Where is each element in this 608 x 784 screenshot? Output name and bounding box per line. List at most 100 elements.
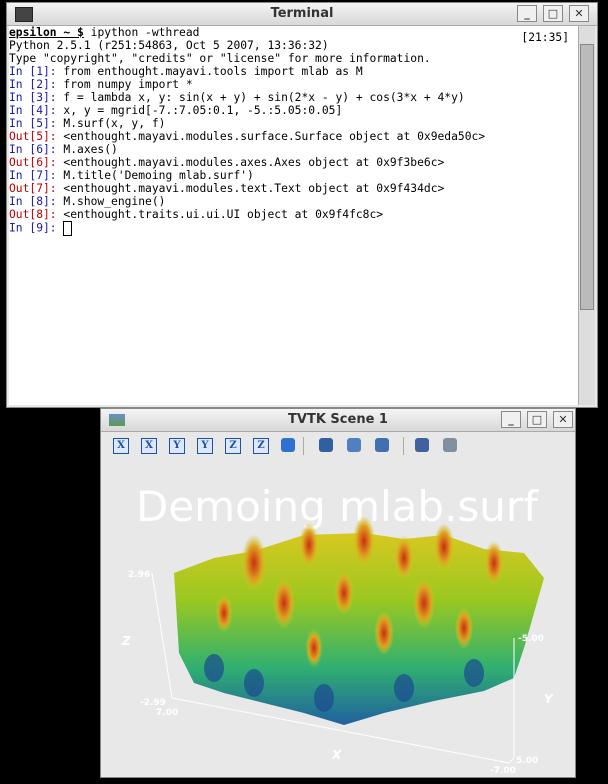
window-title: TVTK Scene 1 [288,412,388,427]
tool-button[interactable] [347,438,361,452]
peak [454,607,474,649]
shell-command: ipython -wthread [90,26,200,39]
terminal-line: In [6]: M.axes() [9,143,579,156]
maximize-button[interactable]: □ [543,5,563,22]
terminal-line: In [1]: from enthought.mayavi.tools impo… [9,65,579,78]
title-bar: Terminal _ □ ✕ [7,3,597,26]
view-button[interactable]: Z [253,438,269,454]
input-prompt: In [2]: [9,78,57,91]
scroll-thumb[interactable] [580,44,594,310]
input-code: f = lambda x, y: sin(x + y) + sin(2*x - … [63,91,465,104]
peak [394,535,414,581]
output-prompt: Out[8]: [9,208,57,221]
x-tick-label: 7.00 [156,708,178,718]
peak [215,593,233,633]
input-code: from enthought.mayavi.tools import mlab … [63,65,363,78]
input-prompt: In [8]: [9,195,57,208]
trough [464,659,484,687]
input-prompt: In [7]: [9,169,57,182]
y-tick-label: 5.00 [516,756,538,766]
surface-peaks [204,515,504,712]
peak [412,577,436,629]
peak [374,610,394,656]
peak [305,628,323,668]
clock: [21:35] [521,31,569,44]
trough [314,684,334,712]
view-button[interactable]: Y [197,438,213,454]
input-prompt: In [1]: [9,65,57,78]
y-tick-label: -5.00 [518,634,544,644]
terminal-line: Out[5]: <enthought.mayavi.modules.surfac… [9,130,579,143]
terminal-line: Python 2.5.1 (r251:54863, Oct 5 2007, 13… [9,39,329,52]
output-text: <enthought.mayavi.modules.axes.Axes obje… [63,156,445,169]
minimize-button[interactable]: _ [517,5,537,22]
input-prompt: In [5]: [9,117,57,130]
tool-button[interactable] [375,438,389,452]
terminal-line: In [3]: f = lambda x, y: sin(x + y) + si… [9,91,579,104]
output-text: <enthought.traits.ui.ui.UI object at 0x9… [63,208,384,221]
peak [352,515,376,567]
terminal-line: Out[7]: <enthought.mayavi.modules.text.T… [9,182,579,195]
peak [484,540,504,586]
trough [204,654,224,682]
terminal-line: In [7]: M.title('Demoing mlab.surf') [9,169,579,182]
separator [303,437,304,455]
z-axis-label: Z [121,634,131,648]
maximize-button[interactable]: □ [527,411,547,428]
terminal-line: In [9]: [9,221,579,236]
input-prompt: In [6]: [9,143,57,156]
input-code: x, y = mgrid[-7.:7.05:0.1, -5.:5.05:0.05… [63,104,343,117]
input-prompt: In [3]: [9,91,57,104]
terminal-window: Terminal _ □ ✕ epsilon ~ $ ipython -wthr… [6,2,598,408]
trough [244,669,264,697]
x-tick-label: -7.00 [490,766,516,775]
output-prompt: Out[6]: [9,156,57,169]
close-button[interactable]: ✕ [569,5,589,22]
output-text: <enthought.mayavi.modules.surface.Surfac… [63,130,486,143]
terminal-line: In [5]: M.surf(x, y, f) [9,117,579,130]
app-icon [15,7,33,22]
terminal-line: Type "copyright", "credits" or "license"… [9,52,431,65]
close-button[interactable]: ✕ [553,411,573,428]
input-code: M.show_engine() [63,195,166,208]
window-title: Terminal [270,6,334,21]
shell-prompt: epsilon ~ $ [9,26,84,39]
output-prompt: Out[5]: [9,130,57,143]
surface [174,533,544,725]
z-tick-label: 2.96 [128,570,150,580]
view-button[interactable]: X [141,438,157,454]
peak [272,577,296,629]
z-tick-label: -2.99 [140,698,166,708]
output-prompt: Out[7]: [9,182,57,195]
tool-button[interactable] [443,438,457,452]
x-axis-label: X [331,748,342,762]
cursor[interactable] [63,221,73,236]
peak [334,570,354,616]
terminal-content[interactable]: epsilon ~ $ ipython -wthread [21:35] Pytho… [9,26,579,405]
scrollbar[interactable] [578,26,595,405]
space [84,26,91,39]
input-code: M.axes() [63,143,118,156]
space [57,222,64,235]
tool-button[interactable] [319,438,333,452]
view-button[interactable]: Y [169,438,185,454]
view-button[interactable]: X [113,438,129,454]
separator [403,437,404,455]
input-prompt: In [9]: [9,221,57,235]
scene-view[interactable]: Demoing mlab.surf 2.96 -2.99 7.00 -7.00 … [104,463,572,775]
axes [151,572,515,764]
terminal-line: epsilon ~ $ ipython -wthread [9,26,579,39]
terminal-line: Out[6]: <enthought.mayavi.modules.axes.A… [9,156,579,169]
terminal-line: In [8]: M.show_engine() [9,195,579,208]
peak [241,534,267,592]
y-axis-label: Y [544,692,554,706]
plot-title: Demoing mlab.surf [136,482,539,531]
view-button[interactable]: Z [225,438,241,454]
tool-button[interactable] [281,438,295,452]
minimize-button[interactable]: _ [501,411,521,428]
title-bar: TVTK Scene 1 _ □ ✕ [101,409,575,432]
tool-button[interactable] [415,438,429,452]
